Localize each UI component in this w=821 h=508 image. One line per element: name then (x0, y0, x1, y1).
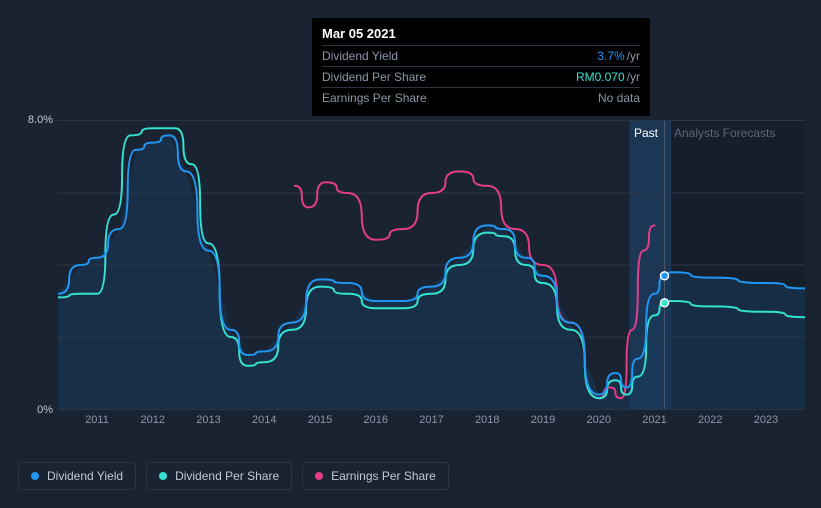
legend-dot-icon (159, 472, 167, 480)
x-axis-label: 2015 (308, 414, 332, 426)
legend-label: Earnings Per Share (331, 469, 436, 483)
legend-dot-icon (31, 472, 39, 480)
chart-plot[interactable] (58, 120, 805, 410)
legend-item-earnings-per-share[interactable]: Earnings Per Share (302, 462, 449, 490)
tooltip-row: Earnings Per Share No data (322, 87, 640, 108)
x-axis-label: 2012 (141, 414, 165, 426)
tooltip-row-value: No data (598, 91, 640, 105)
x-axis-label: 2011 (85, 414, 109, 426)
x-axis-label: 2018 (475, 414, 499, 426)
chart-tooltip: Mar 05 2021 Dividend Yield3.7%/yrDividen… (312, 18, 650, 116)
x-axis-label: 2016 (364, 414, 388, 426)
y-axis-label: 0% (37, 404, 53, 416)
chart-legend: Dividend Yield Dividend Per Share Earnin… (18, 462, 449, 490)
x-axis-label: 2022 (698, 414, 722, 426)
tooltip-row-label: Earnings Per Share (322, 91, 427, 105)
legend-item-dividend-yield[interactable]: Dividend Yield (18, 462, 136, 490)
region-label-past: Past (634, 126, 658, 140)
x-axis-label: 2014 (252, 414, 276, 426)
x-axis-label: 2019 (531, 414, 555, 426)
legend-item-dividend-per-share[interactable]: Dividend Per Share (146, 462, 292, 490)
x-axis-label: 2021 (642, 414, 666, 426)
tooltip-row: Dividend Per Share RM0.070/yr (322, 66, 640, 87)
x-axis-label: 2020 (586, 414, 610, 426)
legend-label: Dividend Yield (47, 469, 123, 483)
region-label-forecast: Analysts Forecasts (674, 126, 775, 140)
legend-label: Dividend Per Share (175, 469, 279, 483)
tooltip-date: Mar 05 2021 (322, 26, 640, 45)
tooltip-row-value: RM0.070/yr (576, 70, 640, 84)
tooltip-row: Dividend Yield 3.7%/yr (322, 45, 640, 66)
chart-container: 0%8.0% Past Analysts Forecasts 201120122… (18, 100, 805, 430)
chart-svg (58, 121, 805, 409)
x-axis-label: 2017 (419, 414, 443, 426)
x-axis-label: 2013 (196, 414, 220, 426)
tooltip-row-label: Dividend Yield (322, 49, 398, 63)
x-axis-label: 2023 (754, 414, 778, 426)
tooltip-row-value: 3.7%/yr (597, 49, 640, 63)
legend-dot-icon (315, 472, 323, 480)
x-axis-labels: 2011 2012 2013 2014 2015 2016 2017 2018 2019 2020… (58, 414, 805, 430)
y-axis-label: 8.0% (28, 114, 53, 126)
tooltip-row-label: Dividend Per Share (322, 70, 426, 84)
